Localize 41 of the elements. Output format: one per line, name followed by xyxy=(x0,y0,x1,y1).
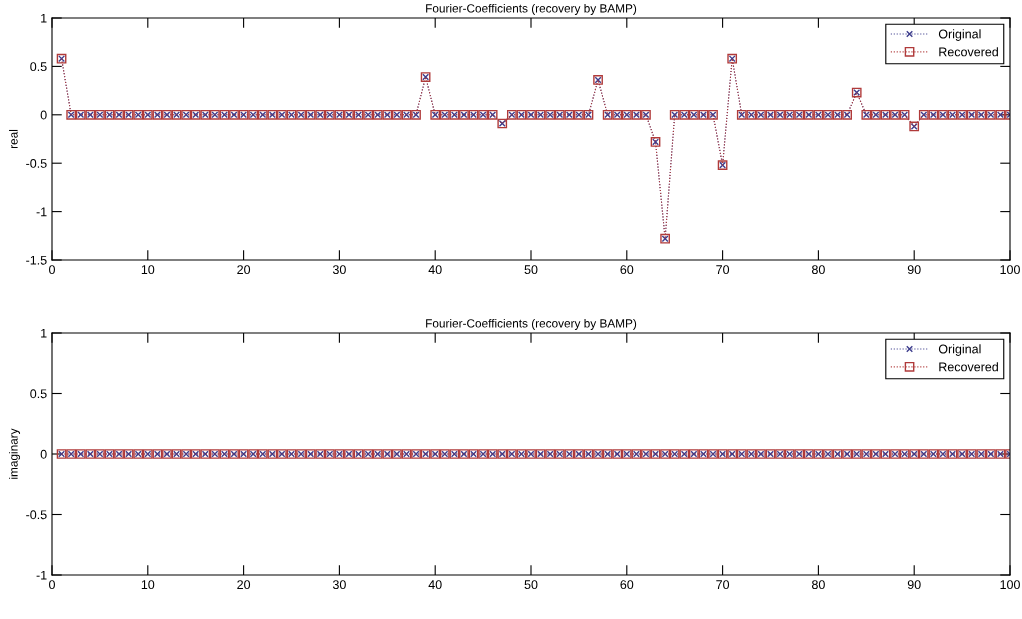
y-axis-title: imaginary xyxy=(9,428,21,479)
x-tick-label: 30 xyxy=(332,580,346,590)
x-tick-label: 100 xyxy=(1000,265,1020,275)
x-tick-label: 20 xyxy=(237,265,251,275)
x-tick-label: 70 xyxy=(716,580,730,590)
y-tick-label: -0.5 xyxy=(26,159,47,168)
y-tick-label: 0.5 xyxy=(30,389,47,399)
x-tick-label: 0 xyxy=(49,580,55,590)
legend-label: Recovered xyxy=(939,362,998,372)
y-tick-label: 1 xyxy=(41,328,47,338)
y-tick-label: 1 xyxy=(41,13,47,23)
x-tick-label: 50 xyxy=(524,265,538,275)
x-tick-label: 90 xyxy=(907,580,921,590)
chart-title: Fourier-Coefficients (recovery by BAMP) xyxy=(426,3,637,15)
y-axis-title: real xyxy=(9,129,18,149)
x-tick-label: 10 xyxy=(141,580,155,590)
x-tick-label: 50 xyxy=(524,580,538,590)
x-tick-label: 0 xyxy=(49,265,55,275)
x-tick-label: 80 xyxy=(811,580,825,590)
chart-title: Fourier-Coefficients (recovery by BAMP) xyxy=(426,318,637,330)
x-tick-label: 100 xyxy=(1000,580,1020,590)
x-tick-label: 20 xyxy=(237,580,251,590)
x-tick-label: 40 xyxy=(428,265,442,275)
legend-label: Original xyxy=(938,344,981,356)
x-tick-label: 60 xyxy=(620,580,634,590)
x-tick-label: 70 xyxy=(716,265,730,275)
x-tick-label: 90 xyxy=(907,265,921,275)
legend-label: Original xyxy=(938,29,981,41)
y-tick-label: -1.5 xyxy=(26,255,47,265)
y-tick-label: 0.5 xyxy=(30,62,47,72)
legend-label: Recovered xyxy=(939,47,998,57)
y-tick-label: 0 xyxy=(40,449,47,459)
y-tick-label: 0 xyxy=(40,110,47,120)
x-tick-label: 80 xyxy=(811,265,825,275)
y-tick-label: -0.5 xyxy=(26,510,47,520)
x-tick-label: 10 xyxy=(141,265,155,275)
y-tick-label: -1 xyxy=(36,207,47,217)
x-tick-label: 60 xyxy=(620,265,634,275)
y-tick-label: -1 xyxy=(36,570,47,580)
x-tick-label: 30 xyxy=(332,265,346,275)
x-tick-label: 40 xyxy=(428,580,442,590)
